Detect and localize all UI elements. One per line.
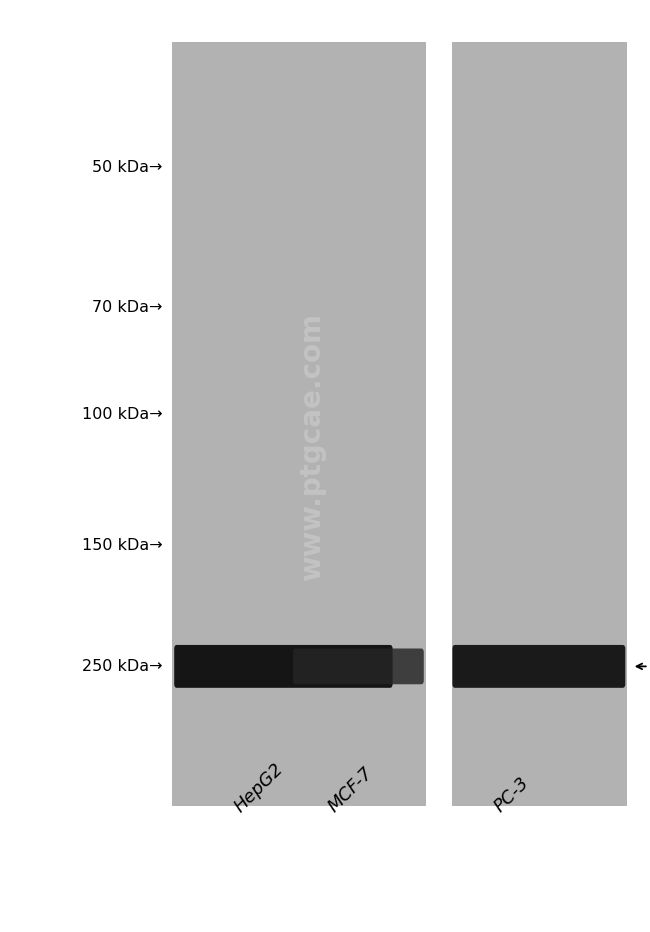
Bar	[172, 42, 426, 806]
Text: 50 kDa→: 50 kDa→	[92, 160, 162, 175]
Text: 150 kDa→: 150 kDa→	[82, 538, 162, 553]
Text: HepG2: HepG2	[231, 760, 287, 816]
FancyBboxPatch shape	[174, 645, 393, 688]
FancyBboxPatch shape	[452, 645, 625, 688]
Text: MCF-7: MCF-7	[325, 763, 377, 816]
Text: PC-3: PC-3	[491, 774, 533, 816]
Text: www.ptgcae.com: www.ptgcae.com	[298, 313, 326, 582]
FancyBboxPatch shape	[293, 649, 424, 684]
Text: 100 kDa→: 100 kDa→	[82, 407, 162, 422]
Text: 70 kDa→: 70 kDa→	[92, 300, 162, 315]
Bar	[452, 42, 627, 806]
Text: 250 kDa→: 250 kDa→	[82, 659, 162, 674]
